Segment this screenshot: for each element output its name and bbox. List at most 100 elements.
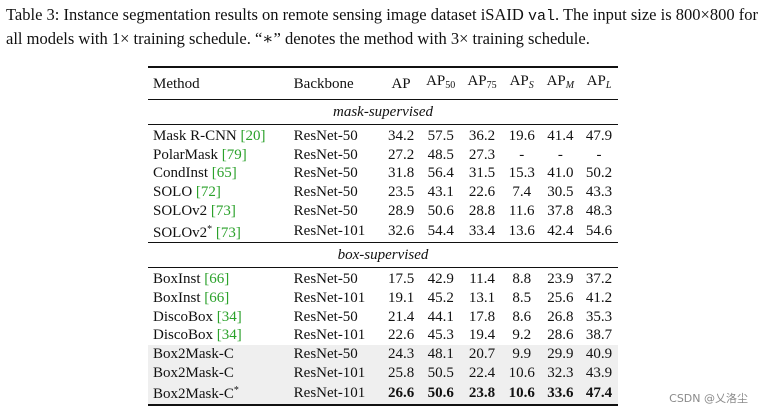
table-row: PolarMask [79] ResNet-50 27.2 48.5 27.3 … (148, 146, 618, 165)
ap-cell: 31.8 (387, 165, 415, 182)
ap50-cell-best: 50.6 (420, 382, 462, 407)
method-cell: SOLOv2* [73] (148, 221, 290, 243)
method-cell: DiscoBox [34] (148, 308, 290, 327)
citation-link[interactable]: [34] (216, 308, 242, 325)
ap75-cell: 22.6 (468, 184, 496, 201)
header-ap75-sub: 75 (486, 80, 497, 91)
ap75-cell: 20.7 (461, 345, 503, 364)
section-header: mask-supervised (148, 99, 618, 125)
ap-cell: 28.9 (387, 202, 415, 219)
apm-cell-best: 33.6 (540, 382, 581, 407)
three-x-marker: * (207, 223, 213, 235)
results-table-container: Method Backbone AP AP50 AP75 APS APM APL… (148, 66, 618, 407)
best-value: 23.8 (468, 384, 496, 401)
aps-cell: 15.3 (508, 165, 535, 182)
method-name: CondInst (153, 165, 212, 182)
best-value: 33.6 (547, 384, 574, 401)
backbone-cell: ResNet-50 (293, 308, 358, 325)
ap-cell: 34.2 (387, 128, 415, 144)
apl-cell: 50.2 (585, 165, 613, 182)
method-name: BoxInst (153, 289, 205, 306)
apm-cell: 23.9 (547, 271, 574, 288)
method-cell: PolarMask [79] (148, 146, 290, 165)
ap-cell-best: 26.6 (382, 382, 421, 407)
header-ap75: AP75 (461, 66, 503, 100)
citation-link[interactable]: [20] (240, 128, 266, 144)
header-apm-sub: M (565, 80, 575, 91)
citation-link[interactable]: [73] (210, 202, 236, 219)
ap50-cell: 57.5 (427, 128, 454, 144)
table-row: SOLO [72] ResNet-50 23.5 43.1 22.6 7.4 3… (148, 183, 618, 202)
header-ap75-base: AP (467, 73, 487, 89)
method-name: Box2Mask-C (153, 346, 234, 363)
caption-part-2: . The input size is 800×800 for all mode… (6, 5, 758, 48)
ap75-cell: 31.5 (468, 165, 496, 182)
table-row: DiscoBox [34] ResNet-101 22.6 45.3 19.4 … (148, 326, 618, 345)
method-name: Box2Mask-C (153, 364, 234, 381)
apm-cell: 26.8 (547, 308, 574, 325)
table-row: CondInst [65] ResNet-50 31.8 56.4 31.5 1… (148, 164, 618, 183)
ap50-cell: 44.1 (427, 308, 454, 325)
table-row: SOLOv2* [73] ResNet-101 32.6 54.4 33.4 1… (148, 221, 618, 243)
apl-cell: - (596, 146, 602, 163)
aps-cell: 11.6 (508, 202, 535, 219)
ap75-cell: 11.4 (469, 271, 495, 288)
backbone-cell: ResNet-50 (293, 165, 358, 182)
citation-link[interactable]: [72] (195, 184, 221, 201)
caption-part-3: ” denotes the method with 3× training sc… (273, 29, 590, 48)
header-ap50-base: AP (426, 73, 446, 89)
ap75-cell: 17.8 (468, 308, 496, 325)
ap75-cell: 33.4 (468, 223, 496, 240)
best-value: 47.4 (585, 384, 613, 401)
ap-cell: 27.2 (387, 146, 415, 163)
aps-cell: 7.4 (512, 184, 532, 201)
ap75-cell: 19.4 (468, 327, 496, 344)
header-ap50: AP50 (420, 66, 462, 100)
aps-cell: 9.2 (512, 327, 532, 344)
citation-link[interactable]: [79] (221, 146, 247, 163)
header-aps: APS (502, 66, 541, 100)
method-cell: Box2Mask-C (148, 345, 290, 364)
ap-cell: 22.6 (387, 327, 415, 344)
backbone-cell: ResNet-50 (293, 184, 358, 201)
results-table: Method Backbone AP AP50 AP75 APS APM APL… (148, 66, 618, 407)
ap-cell: 21.4 (387, 308, 415, 325)
ap-cell: 24.3 (382, 345, 421, 364)
header-apm-base: AP (546, 73, 566, 89)
aps-cell: - (519, 146, 525, 163)
method-cell: CondInst [65] (148, 164, 290, 183)
aps-cell-best: 10.6 (502, 382, 541, 407)
backbone-cell: ResNet-50 (289, 345, 383, 364)
ap75-cell: 27.3 (468, 146, 496, 163)
table-row: BoxInst [66] ResNet-101 19.1 45.2 13.1 8… (148, 289, 618, 308)
table-caption: Table 3: Instance segmentation results o… (6, 4, 758, 50)
apm-cell: - (557, 146, 563, 163)
citation-link[interactable]: [66] (204, 271, 230, 288)
citation-link[interactable]: [65] (211, 165, 237, 182)
apl-cell: 41.2 (585, 289, 613, 306)
apm-cell: 41.4 (547, 128, 574, 144)
aps-cell: 19.6 (508, 128, 535, 144)
apl-cell-best: 47.4 (580, 382, 618, 407)
citation-link[interactable]: [34] (216, 327, 242, 344)
header-aps-base: AP (509, 73, 529, 89)
header-apm: APM (540, 66, 581, 100)
ap50-cell: 45.2 (427, 289, 454, 306)
citation-link[interactable]: [73] (215, 224, 241, 241)
ap-cell: 17.5 (387, 271, 415, 288)
backbone-cell: ResNet-101 (289, 363, 383, 383)
apl-cell: 54.6 (585, 223, 613, 240)
backbone-cell: ResNet-50 (293, 128, 358, 144)
apm-cell: 32.3 (540, 363, 581, 383)
backbone-cell: ResNet-101 (293, 327, 366, 344)
caption-star: ∗ (262, 29, 274, 48)
apm-cell: 41.0 (547, 165, 574, 182)
apl-cell: 35.3 (585, 308, 613, 325)
citation-link[interactable]: [66] (204, 289, 230, 306)
header-aps-sub: S (528, 80, 534, 91)
three-x-marker: * (233, 385, 239, 397)
apl-cell: 37.2 (585, 271, 613, 288)
apm-cell: 37.8 (547, 202, 574, 219)
table-row-ours: Box2Mask-C ResNet-101 25.8 50.5 22.4 10.… (148, 363, 618, 383)
header-method: Method (148, 66, 290, 100)
